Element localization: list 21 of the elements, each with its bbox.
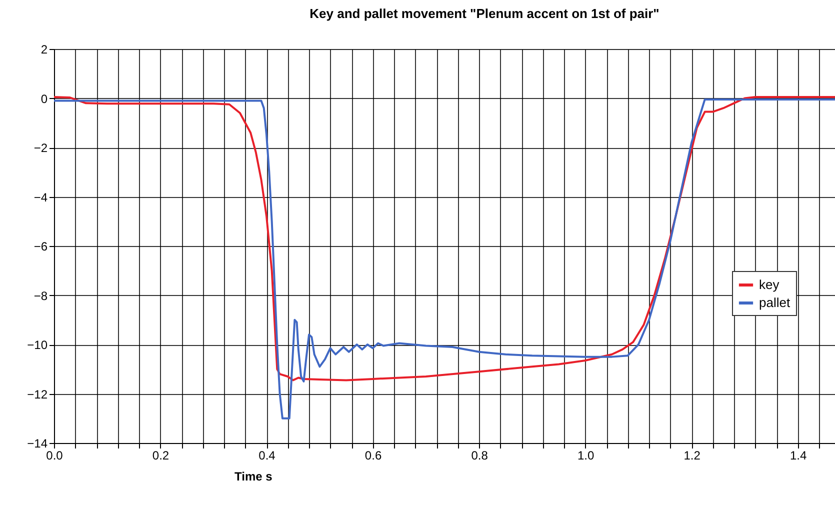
y-tick-label: −8 (34, 288, 48, 303)
y-tick-label: −12 (27, 387, 48, 402)
x-tick-label: 0.8 (471, 448, 488, 462)
x-tick-label: 0.0 (46, 448, 64, 462)
y-tick-label: −4 (34, 190, 48, 204)
y-tick-label: −2 (34, 141, 48, 155)
legend-label: key (759, 277, 780, 292)
x-tick-label: 1.2 (684, 448, 701, 462)
y-tick-label: 0 (40, 92, 48, 106)
x-tick-label: 0.4 (258, 448, 276, 462)
chart-title: Key and pallet movement "Plenum accent on 1st of pair" (310, 6, 660, 21)
x-tick-label: 1.4 (790, 448, 807, 462)
x-axis-title: Time s (234, 470, 273, 484)
y-tick-label: −6 (34, 240, 48, 254)
y-tick-label: −14 (27, 436, 48, 450)
legend-label: pallet (759, 295, 790, 310)
y-tick-label: −10 (27, 338, 48, 352)
x-tick-label: 0.2 (152, 448, 170, 462)
y-tick-label: 2 (40, 42, 48, 56)
x-tick-label: 1.0 (577, 448, 594, 462)
x-tick-label: 0.6 (364, 448, 382, 462)
